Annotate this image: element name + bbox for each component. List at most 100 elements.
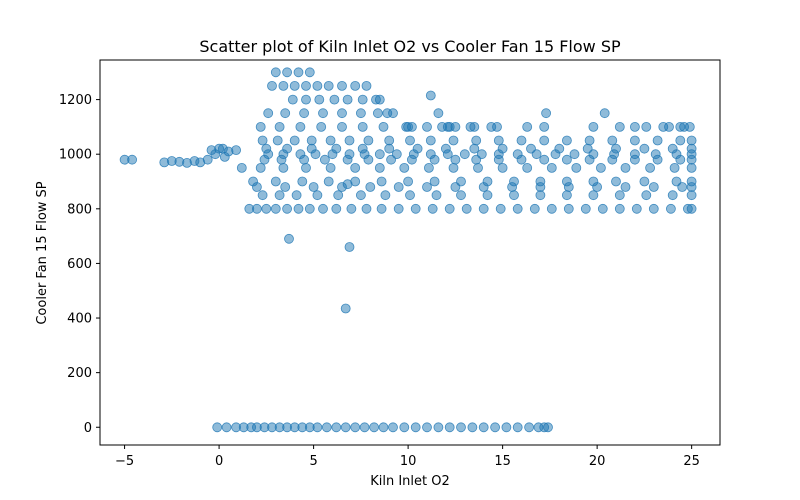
data-point xyxy=(257,135,268,146)
data-point xyxy=(423,162,434,173)
data-point xyxy=(214,143,225,154)
data-point xyxy=(337,122,347,132)
data-point xyxy=(388,422,398,433)
data-point xyxy=(263,108,274,119)
data-point xyxy=(425,135,436,146)
data-point xyxy=(380,190,391,201)
data-point xyxy=(127,154,138,165)
data-point xyxy=(512,203,523,214)
data-point xyxy=(350,162,361,173)
data-point xyxy=(359,422,370,433)
data-point xyxy=(350,81,361,91)
data-point xyxy=(251,203,262,214)
data-point xyxy=(403,176,414,187)
data-point xyxy=(293,203,304,214)
data-point xyxy=(599,108,610,119)
data-point xyxy=(384,143,395,154)
data-point xyxy=(261,143,272,154)
data-point xyxy=(588,176,599,187)
data-point xyxy=(257,190,268,201)
data-point xyxy=(365,182,376,192)
data-point xyxy=(686,162,697,173)
data-point xyxy=(497,143,508,154)
data-point xyxy=(270,203,281,214)
data-point xyxy=(535,190,546,201)
y-tick-label: 0 xyxy=(84,421,92,436)
data-point xyxy=(357,143,368,154)
data-point xyxy=(433,422,444,433)
data-point xyxy=(611,143,621,154)
data-point xyxy=(631,203,642,214)
data-point xyxy=(357,94,368,105)
data-point xyxy=(278,162,289,173)
data-point xyxy=(312,422,323,433)
data-point xyxy=(361,203,372,214)
data-point xyxy=(584,135,595,146)
data-point xyxy=(248,176,259,187)
x-axis-ticks: −5 0 5 10 15 20 25 xyxy=(115,445,700,469)
data-point xyxy=(372,108,383,119)
data-point xyxy=(321,422,332,433)
data-point xyxy=(291,190,302,201)
y-tick-label: 400 xyxy=(67,312,92,327)
y-tick-label: 800 xyxy=(67,202,92,217)
data-point xyxy=(562,135,572,146)
data-point xyxy=(630,122,640,132)
data-point xyxy=(342,179,353,190)
data-point xyxy=(476,149,487,160)
data-point xyxy=(686,143,697,154)
data-point xyxy=(512,149,523,160)
data-point xyxy=(630,135,640,146)
data-point xyxy=(295,149,306,160)
y-axis-label: Cooler Fan 15 Flow SP xyxy=(35,181,50,324)
data-point xyxy=(406,122,417,132)
data-point xyxy=(282,203,293,214)
data-point xyxy=(376,176,387,187)
data-point xyxy=(482,190,493,201)
data-point xyxy=(554,143,565,154)
data-point xyxy=(614,122,625,132)
data-point xyxy=(374,162,385,173)
data-point xyxy=(429,176,440,187)
data-point xyxy=(306,135,317,146)
data-point xyxy=(456,422,466,433)
data-point xyxy=(378,122,389,132)
data-point xyxy=(267,81,277,91)
data-point xyxy=(641,190,652,201)
data-point xyxy=(686,190,697,201)
x-tick-label: 5 xyxy=(309,454,317,469)
data-point xyxy=(376,203,387,214)
x-tick-label: 0 xyxy=(215,454,223,469)
plot-frame xyxy=(99,59,721,446)
data-point xyxy=(686,135,697,146)
data-point xyxy=(543,422,553,433)
data-point xyxy=(422,122,432,132)
data-point xyxy=(331,143,342,154)
data-point xyxy=(304,203,315,214)
data-point xyxy=(562,176,572,187)
data-point xyxy=(280,108,291,119)
data-point xyxy=(255,122,266,132)
data-point xyxy=(539,154,550,165)
data-point xyxy=(297,176,308,187)
data-point xyxy=(318,108,328,119)
data-point xyxy=(686,203,697,214)
data-point xyxy=(645,162,655,173)
data-point xyxy=(512,422,523,433)
data-point xyxy=(569,149,580,160)
data-point xyxy=(562,154,572,165)
data-point xyxy=(405,190,415,201)
data-point xyxy=(666,203,676,214)
data-point xyxy=(299,108,310,119)
data-point xyxy=(440,143,451,154)
data-point xyxy=(563,203,574,214)
data-point xyxy=(422,182,432,192)
data-point xyxy=(444,203,455,214)
data-point xyxy=(450,154,461,165)
data-point xyxy=(580,203,591,214)
data-point xyxy=(340,422,351,433)
data-point xyxy=(337,81,347,91)
data-point xyxy=(325,135,336,146)
y-axis-ticks: 0 200 400 600 800 1000 1200 xyxy=(59,93,100,436)
data-point xyxy=(289,135,300,146)
